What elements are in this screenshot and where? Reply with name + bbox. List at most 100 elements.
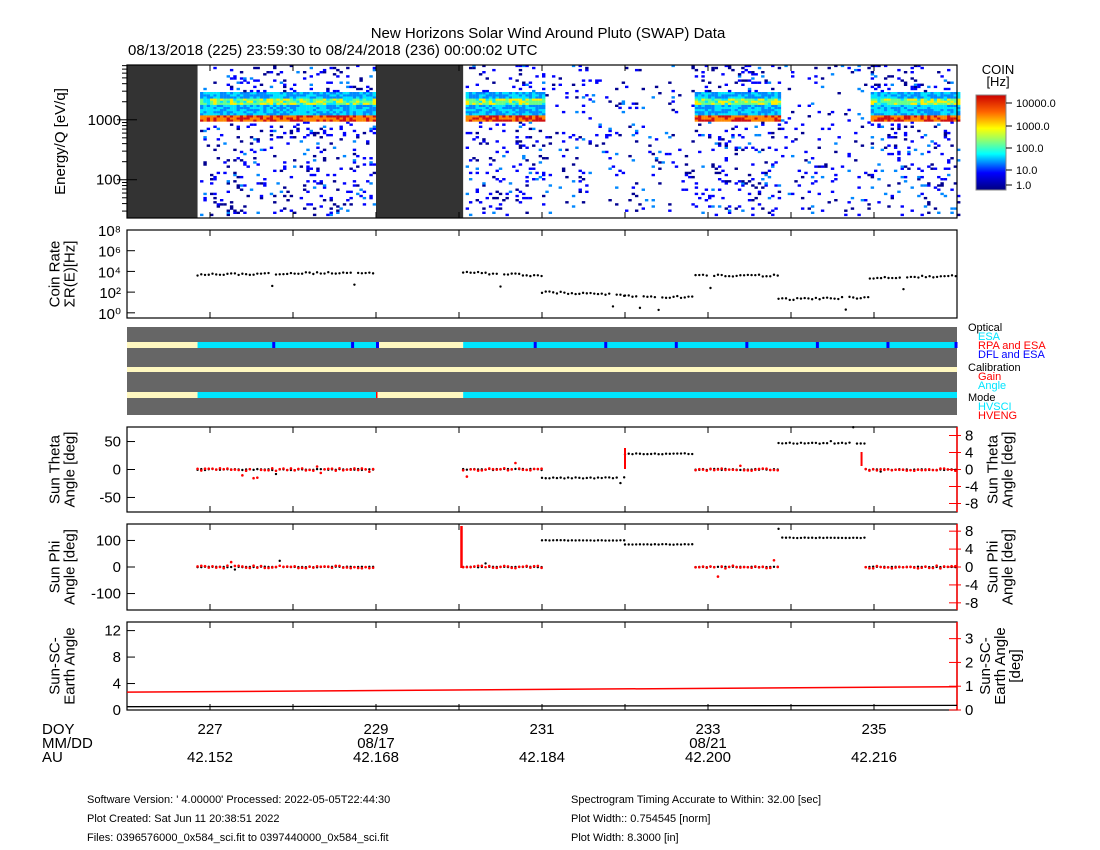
spectrogram-cell	[578, 68, 582, 72]
spectrogram-cell	[880, 104, 885, 107]
spectrogram-cell	[887, 92, 891, 95]
spectrogram-cell	[771, 117, 775, 120]
spectrogram-cell	[628, 199, 632, 202]
spectrogram-cell	[329, 81, 333, 84]
sun-phi-point	[540, 539, 544, 542]
spectrogram-cell	[522, 157, 526, 160]
spectrogram-cell	[727, 94, 732, 97]
spectrogram-cell	[475, 159, 479, 162]
spectrogram-cell	[468, 102, 473, 105]
spectrogram-cell	[226, 115, 230, 118]
spectrogram-cell	[266, 119, 270, 122]
spectrogram-cell	[465, 110, 470, 114]
spectrogram-cell	[883, 110, 888, 114]
spectrogram-cell	[747, 100, 752, 103]
spectrogram-cell	[505, 106, 509, 110]
spectrogram-cell	[206, 144, 211, 147]
spectrogram-cell	[233, 171, 237, 175]
spectrogram-cell	[907, 117, 911, 120]
spectrogram-cell	[316, 112, 320, 116]
spectrogram-cell	[761, 115, 765, 118]
spectrogram-cell	[877, 115, 881, 118]
spectrogram-cell	[502, 106, 506, 110]
spectrogram-cell	[316, 106, 320, 110]
spectrogram-cell	[319, 115, 323, 118]
spectrogram-cell	[900, 92, 904, 95]
spectrogram-cell	[488, 102, 493, 105]
spectrogram-cell	[525, 102, 529, 105]
spectrogram-cell	[512, 119, 516, 122]
spectrogram-cell	[890, 119, 894, 122]
spectrogram-cell	[757, 112, 762, 116]
spectrogram-cell	[628, 125, 632, 128]
spectrogram-cell	[717, 104, 722, 107]
spectrogram-cell	[276, 108, 280, 112]
spectrogram-cell	[890, 196, 894, 200]
spectrogram-cell	[714, 110, 719, 114]
spectrogram-cell	[900, 205, 904, 208]
spectrogram-cell	[897, 96, 901, 99]
spectrogram-cell	[694, 205, 699, 208]
spectrogram-cell	[216, 110, 221, 114]
spectrogram-cell	[957, 108, 961, 112]
coin-rate-point	[950, 274, 954, 277]
y-tick-label: 1000	[88, 112, 121, 129]
coin-rate-point	[274, 273, 278, 276]
spectrogram-cell	[322, 102, 327, 105]
spectrogram-cell	[950, 117, 954, 120]
spectrogram-cell	[542, 98, 546, 101]
spectrogram-cell	[734, 94, 738, 97]
sun-theta-red-point	[901, 468, 905, 471]
y-tick-label: 10⁸	[98, 223, 121, 240]
spectrogram-cell	[482, 102, 486, 105]
spectrogram-cell	[737, 98, 742, 101]
spectrogram-cell	[717, 100, 722, 103]
spectrogram-cell	[893, 92, 898, 95]
spectrogram-cell	[488, 163, 493, 166]
spectrogram-cell	[920, 136, 924, 139]
spectrogram-cell	[558, 186, 562, 189]
spectrogram-cell	[890, 194, 894, 198]
spectrogram-cell	[515, 142, 519, 145]
spectrogram-cell	[897, 92, 901, 95]
spectrogram-cell	[316, 169, 320, 173]
spectrogram-cell	[957, 92, 961, 95]
sun-phi-point	[563, 539, 566, 542]
spectrogram-cell	[744, 100, 748, 103]
spectrogram-cell	[943, 131, 948, 135]
coin-rate-point	[837, 297, 840, 301]
coin-rate-point	[211, 272, 214, 275]
spectrogram-cell	[913, 100, 918, 103]
spectrogram-cell	[366, 112, 370, 116]
spectrogram-cell	[229, 117, 234, 120]
spectrogram-cell	[897, 125, 901, 128]
spectrogram-cell	[289, 104, 294, 107]
spectrogram-cell	[883, 94, 888, 97]
spectrogram-cell	[708, 121, 712, 124]
spectrogram-cell	[468, 159, 473, 162]
spectrogram-cell	[551, 75, 556, 78]
spectrogram-cell	[708, 136, 712, 139]
spectrogram-cell	[349, 203, 353, 206]
spectrogram-cell	[309, 102, 313, 105]
sun-theta-red-point	[218, 466, 222, 470]
sun-phi-red-point	[237, 564, 240, 568]
spectrogram-cell	[767, 81, 772, 84]
spectrogram-cell	[708, 194, 712, 198]
spectrogram-cell	[737, 188, 742, 191]
spectrogram-cell	[830, 73, 835, 76]
spectrogram-cell	[874, 75, 878, 78]
spectrogram-cell	[701, 133, 705, 137]
spectrogram-cell	[339, 112, 343, 116]
spectrogram-cell	[684, 154, 689, 158]
spectrogram-cell	[764, 184, 768, 187]
spectrogram-cell	[850, 207, 855, 210]
spectrogram-cell	[950, 207, 954, 210]
spectrogram-cell	[870, 142, 875, 145]
spectrogram-cell	[761, 100, 765, 103]
coin-rate-point	[596, 292, 600, 296]
spectrogram-cell	[229, 112, 234, 116]
spectrogram-cell	[694, 119, 699, 122]
spectrogram-cell	[203, 110, 207, 114]
spectrogram-cell	[817, 165, 821, 168]
